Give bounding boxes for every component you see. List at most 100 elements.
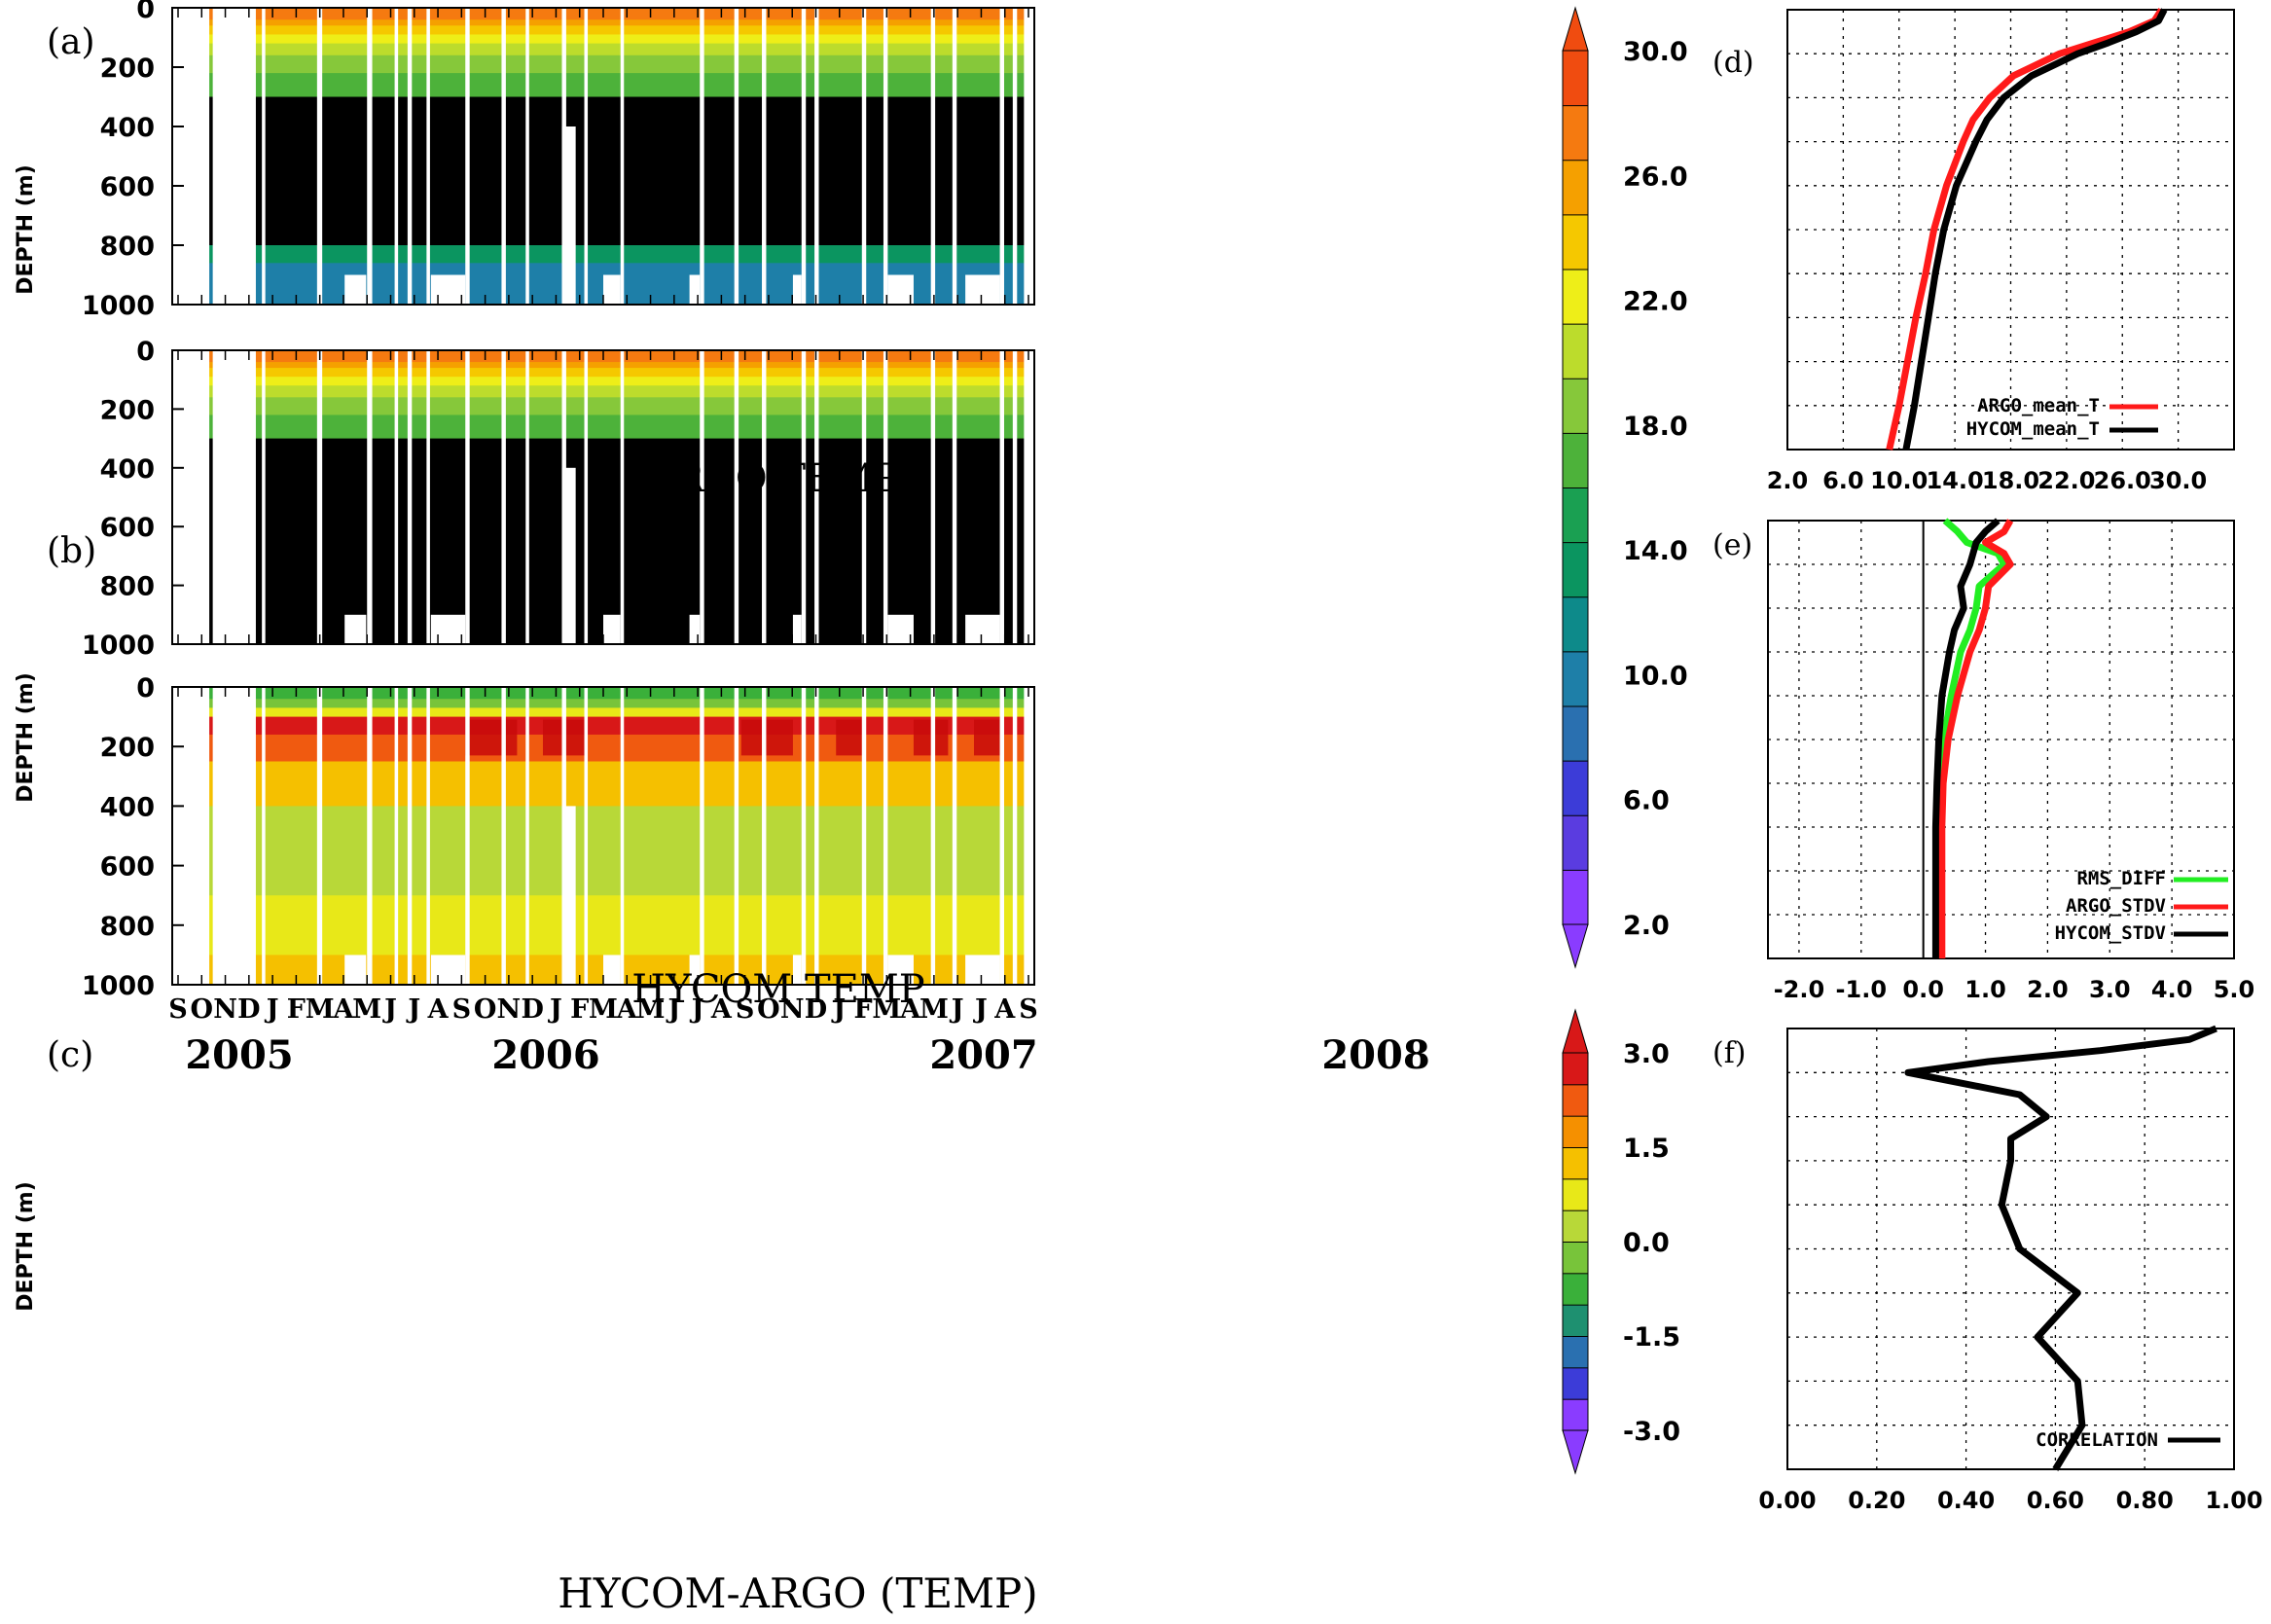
heatmap-band: [172, 368, 1034, 378]
month-tick-label: J: [690, 994, 704, 1025]
month-tick-label: O: [191, 994, 214, 1025]
x-tick-label: 26.0: [2094, 467, 2151, 494]
colorbar-cell: [1562, 1304, 1589, 1337]
heatmap-band: [172, 806, 1034, 896]
month-tick-label: J: [666, 994, 680, 1025]
month-tick-label: S: [736, 994, 755, 1025]
anomaly-patch: [465, 719, 518, 756]
data-gap: [762, 686, 767, 986]
colorbar-cell: [1562, 1366, 1589, 1400]
x-tick-label: -2.0: [1774, 976, 1824, 1003]
heatmap-band: [172, 467, 1034, 513]
panel-label-f: (f): [1712, 1036, 1747, 1070]
data-gap: [999, 7, 1004, 306]
colorbar-cell: [1562, 104, 1589, 162]
month-tick-label: J: [406, 994, 420, 1025]
heatmap-band: [172, 54, 1034, 74]
colorbar-cell: [1562, 541, 1589, 598]
heatmap-band: [172, 25, 1034, 35]
plot-frame: [1786, 9, 2235, 451]
y-tick-label: 200: [100, 54, 155, 84]
heatmap-band: [172, 19, 1034, 26]
data-gap: [584, 7, 589, 306]
data-gap: [965, 274, 1000, 306]
data-gap: [734, 686, 739, 986]
data-gap: [212, 7, 256, 306]
x-tick-label: 6.0: [1822, 467, 1864, 494]
month-tick-label: N: [213, 994, 237, 1025]
data-gap: [603, 274, 621, 306]
data-gap: [367, 686, 373, 986]
data-gap: [561, 467, 576, 645]
data-gap: [801, 349, 807, 645]
data-gap: [689, 955, 701, 986]
data-gap: [887, 955, 914, 986]
profile-layers: 2.0 6.0 10.014.018.022.026.030.0 -2.0 -1.0 0.…: [1758, 8, 2263, 1514]
x-tick-label: 3.0: [2089, 976, 2131, 1003]
heatmap-band: [172, 362, 1034, 369]
data-gap: [584, 349, 589, 645]
data-gap: [501, 349, 506, 645]
data-gap: [501, 686, 506, 986]
data-gap: [525, 7, 529, 306]
data-gap: [887, 614, 914, 645]
colorbar-bottom-arrow: [1562, 923, 1589, 969]
data-gap: [426, 349, 430, 645]
colorbar-cell: [1562, 1398, 1589, 1431]
data-gap: [407, 349, 413, 645]
x-tick-label: 4.0: [2151, 976, 2193, 1003]
ylabel-a: DEPTH (m): [14, 164, 38, 295]
y-tick-label: 0: [136, 337, 155, 367]
colorbar-cell: [1562, 1241, 1589, 1275]
data-gap: [814, 686, 819, 986]
month-tick-label: S: [168, 994, 188, 1025]
panel-label-e: (e): [1712, 528, 1752, 562]
heatmap-band: [172, 96, 1034, 127]
data-gap: [1024, 686, 1034, 986]
month-tick-label: A: [616, 994, 638, 1025]
heatmap-band: [172, 699, 1034, 708]
month-tick-label: J: [950, 994, 964, 1025]
colorbar-temp: 2.0 6.0 10.0 14.0 18.0 22.0 26.0 30.0: [1562, 6, 1688, 969]
y-tick-label: 600: [100, 852, 155, 883]
colorbar-tick-label: 18.0: [1623, 412, 1688, 442]
month-tick-label: O: [474, 994, 497, 1025]
data-gap: [762, 349, 767, 645]
x-tick-label: 2.0: [2027, 976, 2069, 1003]
colorbar-tick-label: 30.0: [1623, 37, 1688, 67]
month-tick-label: O: [757, 994, 780, 1025]
year-label: 2005: [185, 1032, 293, 1078]
heatmap-band: [172, 73, 1034, 97]
colorbar-cell: [1562, 50, 1589, 107]
heatmap-band: [172, 34, 1034, 45]
month-tick-label: S: [1019, 994, 1038, 1025]
data-gap: [801, 686, 807, 986]
month-tick-label: M: [352, 994, 381, 1025]
heatmap-band: [172, 438, 1034, 469]
title-hycom-temp: HYCOM TEMP: [631, 967, 924, 1012]
legend-correlation: CORRELATION: [2036, 1429, 2158, 1451]
colorbar-tick-label: 0.0: [1623, 1228, 1670, 1258]
series-line-correlation: [1904, 1025, 2217, 1471]
heatmap-band: [172, 377, 1034, 386]
x-tick-label: 1.00: [2205, 1487, 2262, 1514]
data-gap: [316, 349, 323, 645]
heatmap-band: [172, 126, 1034, 172]
month-tick-label: A: [710, 994, 733, 1025]
month-tick-label: M: [919, 994, 949, 1025]
data-gap: [734, 7, 739, 306]
month-tick-label: M: [589, 994, 618, 1025]
data-gap: [367, 7, 373, 306]
data-gap: [426, 686, 430, 986]
data-gap: [344, 274, 367, 306]
x-tick-label: 0.0: [1902, 976, 1944, 1003]
data-gap: [861, 7, 867, 306]
data-gap: [620, 349, 625, 645]
data-gap: [603, 614, 621, 645]
month-tick-label: J: [382, 994, 397, 1025]
colorbar-cell: [1562, 1052, 1589, 1086]
data-gap: [212, 349, 256, 645]
x-tick-label: 0.60: [2027, 1487, 2084, 1514]
plot-frame: [1767, 520, 2235, 959]
colorbar-cell: [1562, 213, 1589, 271]
